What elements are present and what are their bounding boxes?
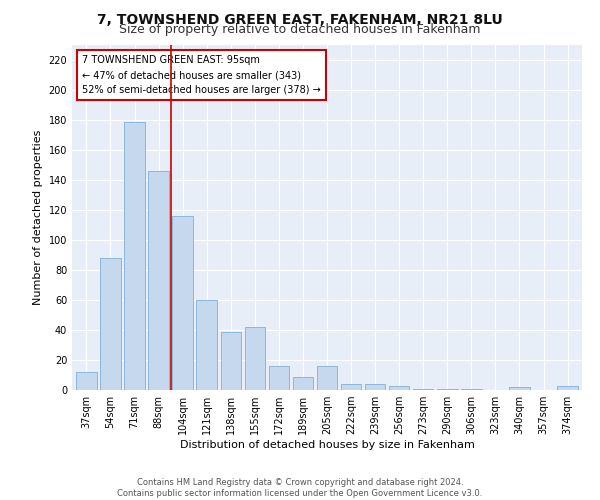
Text: Size of property relative to detached houses in Fakenham: Size of property relative to detached ho… (119, 22, 481, 36)
Text: 7 TOWNSHEND GREEN EAST: 95sqm
← 47% of detached houses are smaller (343)
52% of : 7 TOWNSHEND GREEN EAST: 95sqm ← 47% of d… (82, 56, 321, 95)
Bar (413, 388, 433, 390)
Y-axis label: Number of detached properties: Number of detached properties (33, 130, 43, 305)
Bar (124, 122, 145, 390)
Bar (389, 386, 409, 390)
Bar (509, 387, 530, 390)
Bar (341, 384, 361, 390)
Text: Contains HM Land Registry data © Crown copyright and database right 2024.
Contai: Contains HM Land Registry data © Crown c… (118, 478, 482, 498)
Bar (172, 216, 193, 390)
Bar (461, 388, 482, 390)
Bar (437, 388, 458, 390)
X-axis label: Distribution of detached houses by size in Fakenham: Distribution of detached houses by size … (179, 440, 475, 450)
Bar (317, 366, 337, 390)
Bar (557, 386, 578, 390)
Bar (76, 372, 97, 390)
Bar (100, 258, 121, 390)
Text: 7, TOWNSHEND GREEN EAST, FAKENHAM, NR21 8LU: 7, TOWNSHEND GREEN EAST, FAKENHAM, NR21 … (97, 12, 503, 26)
Bar (245, 327, 265, 390)
Bar (148, 171, 169, 390)
Bar (221, 332, 241, 390)
Bar (269, 366, 289, 390)
Bar (365, 384, 385, 390)
Bar (293, 376, 313, 390)
Bar (196, 300, 217, 390)
